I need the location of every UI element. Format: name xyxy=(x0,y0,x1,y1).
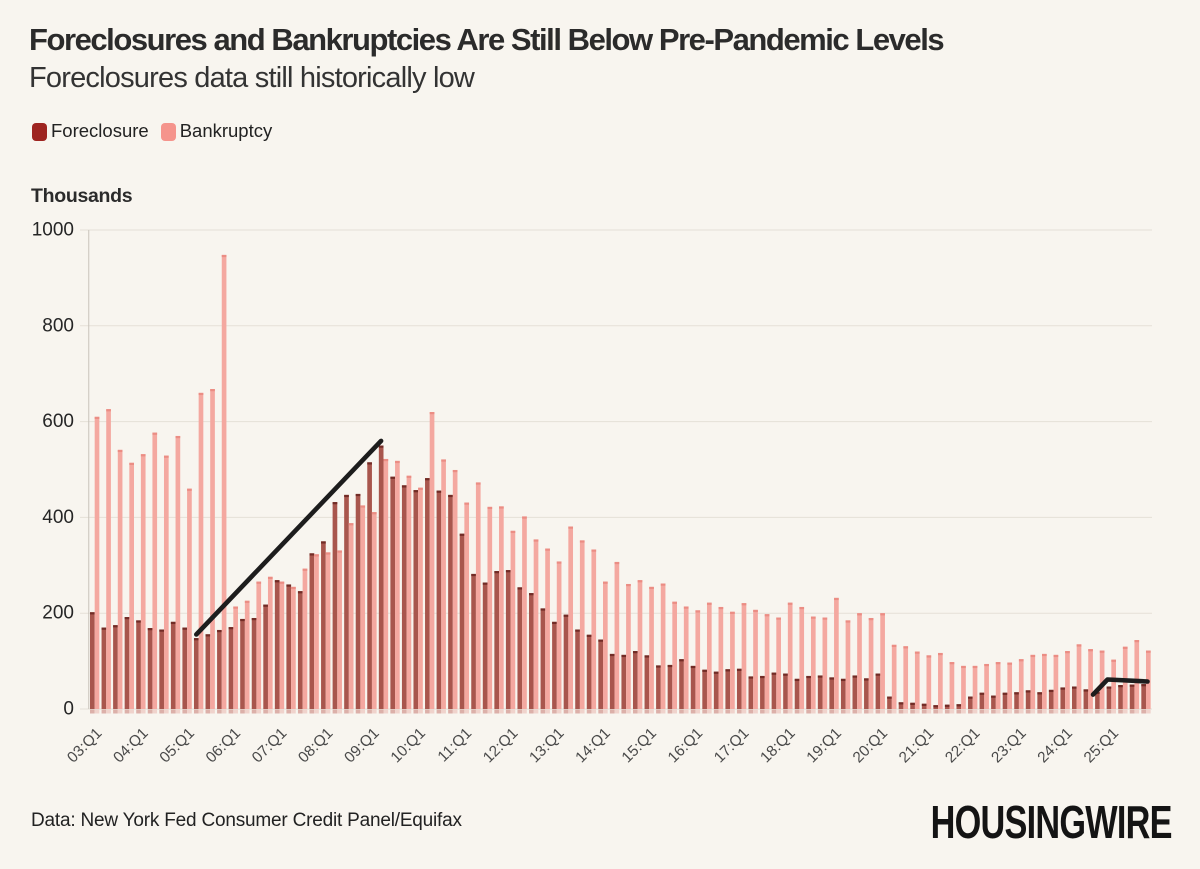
svg-text:16:Q1: 16:Q1 xyxy=(665,725,706,766)
svg-text:13:Q1: 13:Q1 xyxy=(526,725,567,766)
svg-text:20:Q1: 20:Q1 xyxy=(850,725,891,766)
svg-text:07:Q1: 07:Q1 xyxy=(249,725,290,766)
svg-text:10:Q1: 10:Q1 xyxy=(388,725,429,766)
svg-text:25:Q1: 25:Q1 xyxy=(1081,725,1122,766)
svg-text:17:Q1: 17:Q1 xyxy=(711,725,752,766)
svg-text:15:Q1: 15:Q1 xyxy=(619,725,660,766)
svg-text:600: 600 xyxy=(42,411,74,432)
svg-text:06:Q1: 06:Q1 xyxy=(203,725,244,766)
svg-text:04:Q1: 04:Q1 xyxy=(110,725,151,766)
svg-text:12:Q1: 12:Q1 xyxy=(480,725,521,766)
svg-text:08:Q1: 08:Q1 xyxy=(295,725,336,766)
svg-text:800: 800 xyxy=(42,315,74,336)
svg-text:400: 400 xyxy=(42,507,74,528)
svg-text:18:Q1: 18:Q1 xyxy=(757,725,798,766)
svg-text:09:Q1: 09:Q1 xyxy=(341,725,382,766)
svg-text:0: 0 xyxy=(63,699,74,720)
svg-text:200: 200 xyxy=(42,603,74,624)
svg-text:1000: 1000 xyxy=(32,220,74,241)
svg-text:19:Q1: 19:Q1 xyxy=(803,725,844,766)
svg-text:23:Q1: 23:Q1 xyxy=(988,725,1029,766)
svg-text:05:Q1: 05:Q1 xyxy=(156,725,197,766)
svg-text:14:Q1: 14:Q1 xyxy=(572,725,613,766)
svg-text:22:Q1: 22:Q1 xyxy=(942,725,983,766)
svg-text:11:Q1: 11:Q1 xyxy=(435,725,476,766)
svg-text:21:Q1: 21:Q1 xyxy=(896,725,937,766)
svg-text:03:Q1: 03:Q1 xyxy=(64,725,105,766)
svg-text:24:Q1: 24:Q1 xyxy=(1034,725,1075,766)
